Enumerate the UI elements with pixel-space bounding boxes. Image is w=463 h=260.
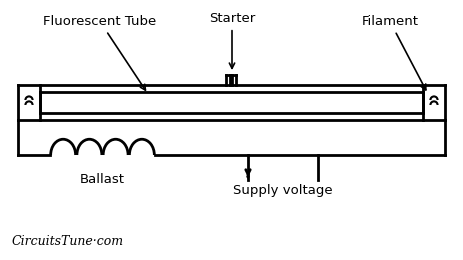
Text: CircuitsTune·com: CircuitsTune·com [12,235,124,248]
Text: Fluorescent Tube: Fluorescent Tube [44,15,156,90]
Text: Supply voltage: Supply voltage [233,184,333,197]
Text: Starter: Starter [209,12,255,68]
Text: Filament: Filament [362,15,426,90]
Text: Ballast: Ballast [80,173,125,186]
